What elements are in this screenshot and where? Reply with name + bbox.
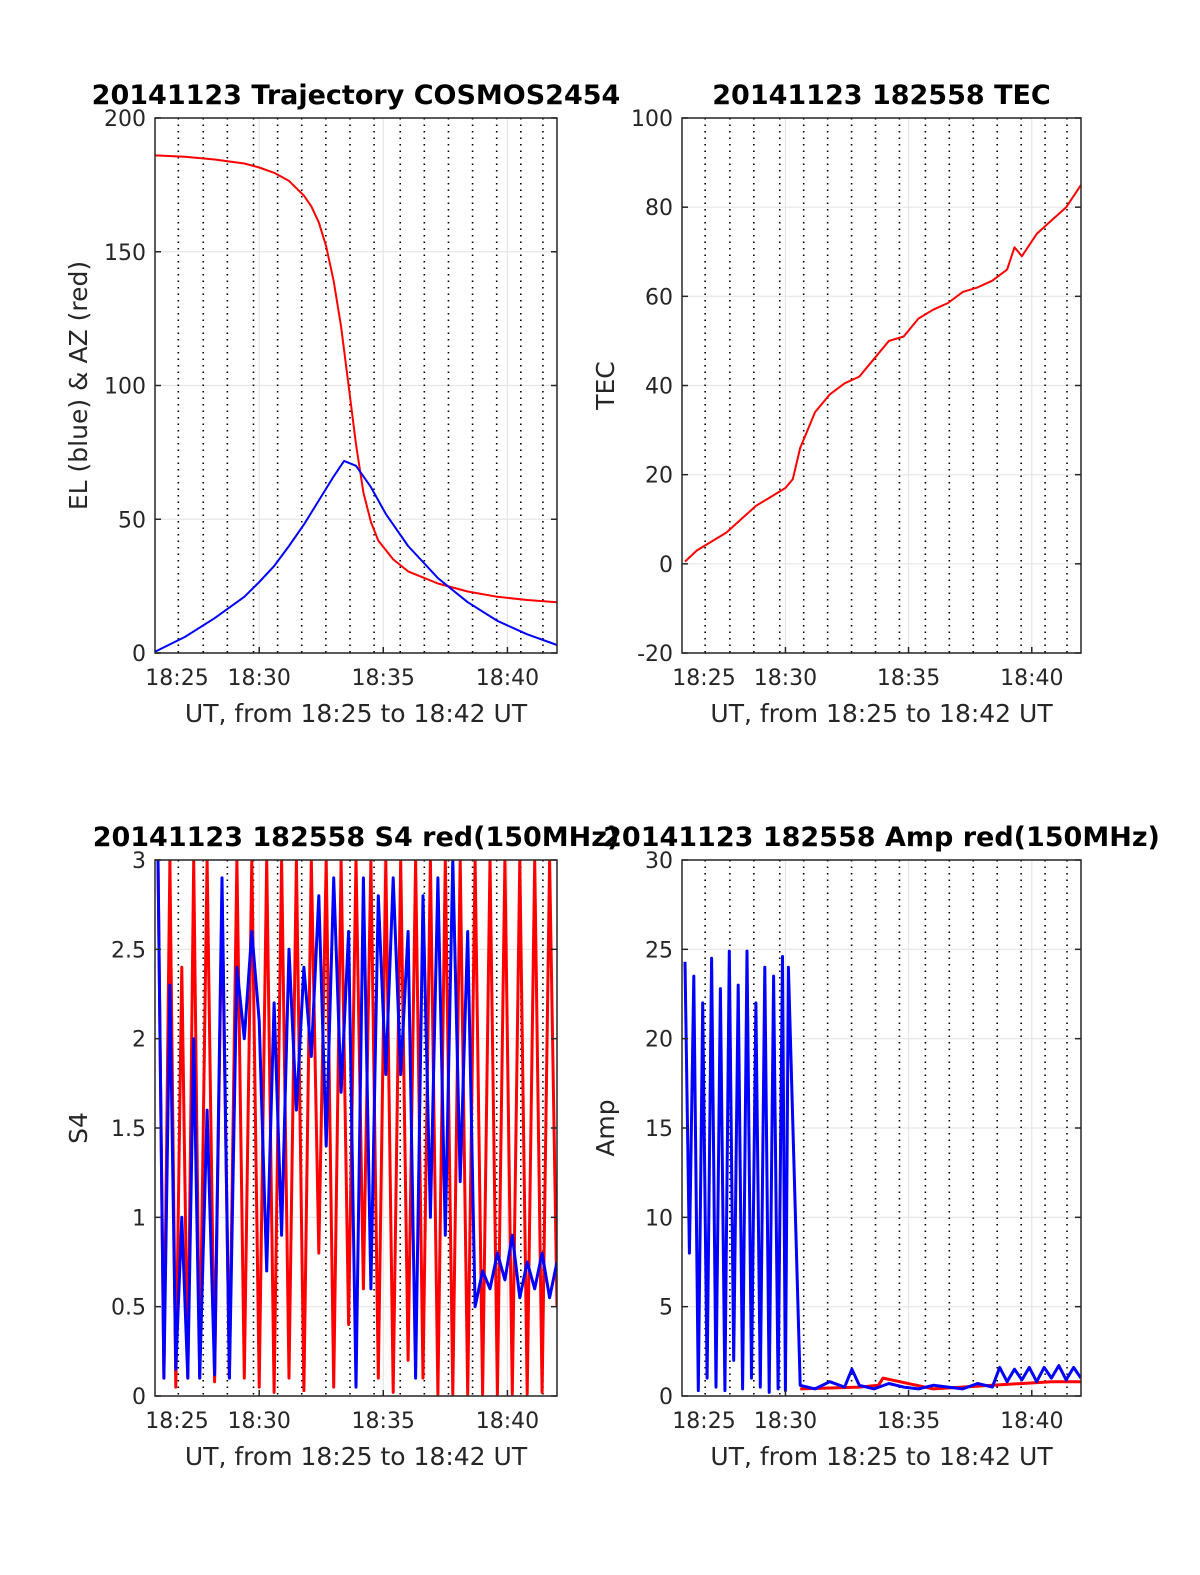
x-tick-label: 18:35 bbox=[877, 1409, 940, 1434]
y-tick-label: 0 bbox=[132, 1385, 146, 1410]
chart-panel-4: 0 5 10 15 20 25 30 18:25 18:30 18:35 18:40 UT, from… bbox=[591, 822, 1160, 1471]
y-tick-label: 40 bbox=[645, 375, 673, 400]
chart-title: 20141123 Trajectory COSMOS2454 bbox=[92, 80, 621, 111]
y-tick-label: 20 bbox=[645, 464, 673, 489]
series-line-1 bbox=[684, 184, 1081, 563]
y-tick-label: 2.5 bbox=[111, 938, 146, 963]
y-axis-label: S4 bbox=[64, 1112, 93, 1144]
x-tick-label: 18:35 bbox=[352, 666, 415, 691]
series-line-1 bbox=[155, 154, 557, 604]
x-tick-label: 18:25 bbox=[672, 666, 735, 691]
y-tick-label: 80 bbox=[645, 196, 673, 221]
x-axis-label: UT, from 18:25 to 18:42 UT bbox=[710, 1442, 1053, 1471]
y-tick-label: 0 bbox=[659, 553, 673, 578]
x-tick-label: 18:30 bbox=[228, 1409, 291, 1434]
y-tick-label: -20 bbox=[637, 642, 673, 667]
y-axis-label: Amp bbox=[591, 1099, 620, 1156]
y-tick-label: 0 bbox=[659, 1385, 673, 1410]
y-tick-label: 10 bbox=[645, 1206, 673, 1231]
y-tick-label: 15 bbox=[645, 1117, 673, 1142]
y-tick-label: 30 bbox=[645, 849, 673, 874]
series-line-2 bbox=[156, 860, 557, 1389]
y-axis-label: TEC bbox=[591, 361, 620, 411]
chart-title: 20141123 182558 TEC bbox=[712, 80, 1051, 111]
chart-title: 20141123 182558 S4 red(150MHz) bbox=[93, 822, 620, 853]
x-tick-label: 18:30 bbox=[228, 666, 291, 691]
y-tick-label: 3 bbox=[132, 849, 146, 874]
x-tick-label: 18:30 bbox=[754, 1409, 817, 1434]
y-tick-label: 150 bbox=[104, 241, 146, 266]
y-tick-label: 0 bbox=[132, 642, 146, 667]
x-tick-label: 18:40 bbox=[476, 1409, 539, 1434]
x-tick-label: 18:25 bbox=[672, 1409, 735, 1434]
y-axis-label: EL (blue) & AZ (red) bbox=[64, 261, 93, 510]
y-tick-label: 20 bbox=[645, 1028, 673, 1053]
y-tick-label: 5 bbox=[659, 1296, 673, 1321]
x-tick-label: 18:35 bbox=[877, 666, 940, 691]
y-tick-label: 1 bbox=[132, 1206, 146, 1231]
y-tick-label: 0.5 bbox=[111, 1296, 146, 1321]
x-axis-label: UT, from 18:25 to 18:42 UT bbox=[185, 1442, 528, 1471]
chart-panel-1: 0 50 100 150 200 18:25 18:30 18:35 18:40 UT, from… bbox=[64, 80, 620, 728]
y-tick-label: 100 bbox=[104, 375, 146, 400]
chart-panel-2: -20 0 20 40 60 80 100 18:25 18:30 18:35 18:40 UT, f… bbox=[591, 80, 1082, 728]
y-tick-label: 25 bbox=[645, 938, 673, 963]
y-tick-label: 100 bbox=[631, 107, 673, 132]
x-axis-label: UT, from 18:25 to 18:42 UT bbox=[185, 699, 528, 728]
y-tick-label: 50 bbox=[118, 508, 146, 533]
x-tick-label: 18:35 bbox=[352, 1409, 415, 1434]
x-tick-label: 18:30 bbox=[754, 666, 817, 691]
x-tick-label: 18:25 bbox=[145, 666, 208, 691]
series-line-2 bbox=[155, 459, 557, 653]
x-tick-label: 18:40 bbox=[1000, 1409, 1063, 1434]
series-line-2 bbox=[683, 949, 1081, 1394]
x-tick-label: 18:40 bbox=[476, 666, 539, 691]
chart-title: 20141123 182558 Amp red(150MHz) bbox=[603, 822, 1160, 853]
y-tick-label: 200 bbox=[104, 107, 146, 132]
y-tick-label: 2 bbox=[132, 1028, 146, 1053]
y-tick-label: 60 bbox=[645, 285, 673, 310]
y-tick-label: 1.5 bbox=[111, 1117, 146, 1142]
x-axis-label: UT, from 18:25 to 18:42 UT bbox=[710, 699, 1053, 728]
chart-panel-3: 0 0.5 1 1.5 2 2.5 3 18:25 18:30 18:35 18:40 UT, fro… bbox=[64, 822, 619, 1471]
x-tick-label: 18:40 bbox=[1000, 666, 1063, 691]
x-tick-label: 18:25 bbox=[145, 1409, 208, 1434]
